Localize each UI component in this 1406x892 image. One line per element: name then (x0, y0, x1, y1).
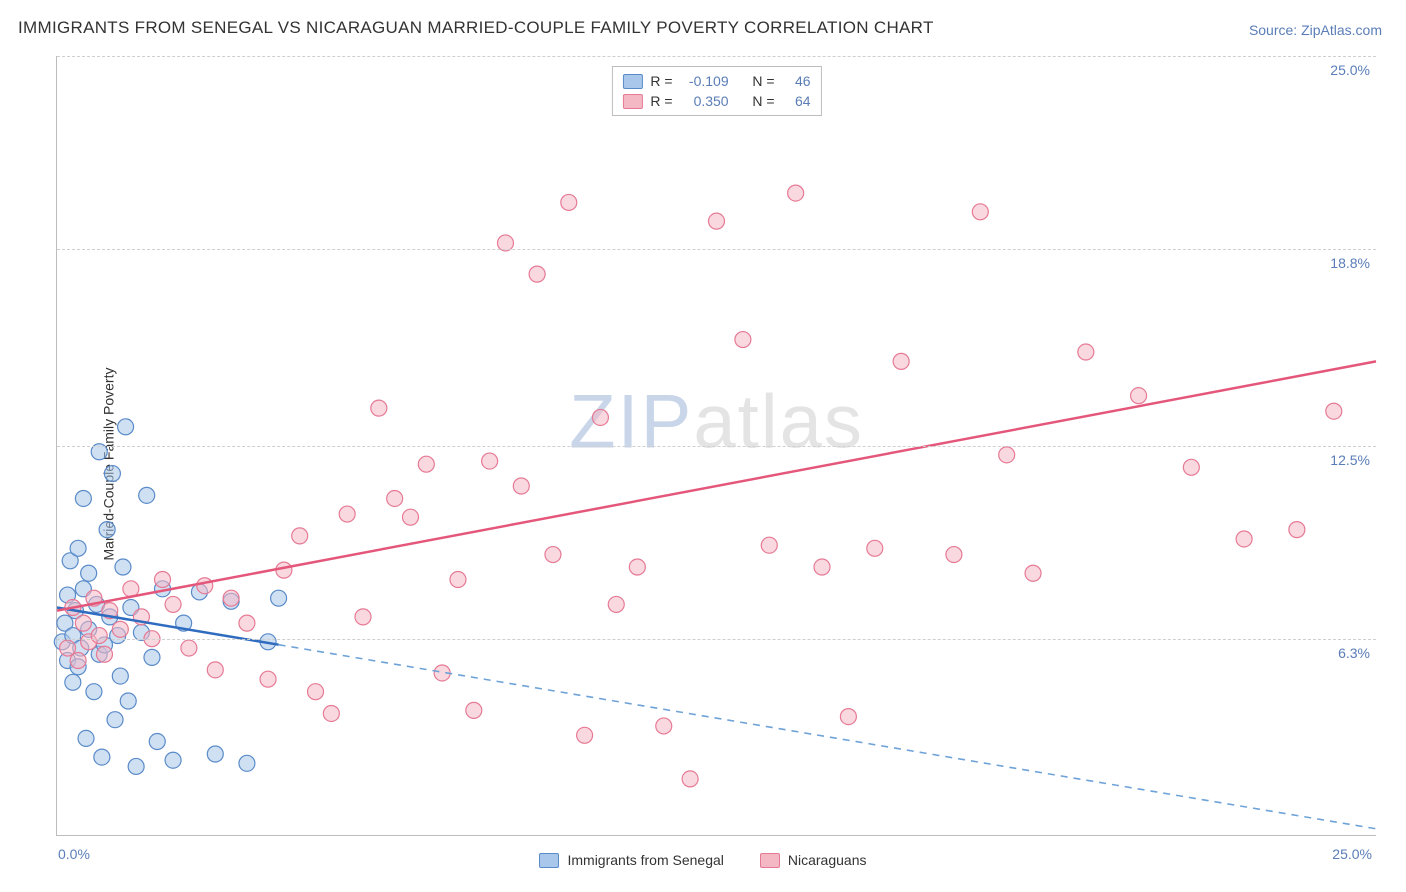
legend-label: Immigrants from Senegal (567, 852, 723, 868)
legend-swatch (539, 853, 559, 868)
y-tick-label: 12.5% (1330, 452, 1370, 468)
y-tick-label: 18.8% (1330, 255, 1370, 271)
legend-swatch (622, 94, 642, 109)
y-tick-label: 25.0% (1330, 62, 1370, 78)
source-attribution: Source: ZipAtlas.com (1249, 22, 1382, 38)
plot-area: ZIPatlas R =-0.109 N =46R =0.350 N =64 6… (56, 56, 1376, 836)
legend-item: Immigrants from Senegal (539, 852, 723, 868)
legend-row: R =0.350 N =64 (622, 91, 810, 111)
y-tick-label: 6.3% (1338, 645, 1370, 661)
correlation-legend: R =-0.109 N =46R =0.350 N =64 (611, 66, 821, 116)
legend-item: Nicaraguans (760, 852, 867, 868)
gridline (57, 56, 1376, 57)
gridline (57, 639, 1376, 640)
series-legend: Immigrants from Senegal Nicaraguans (0, 852, 1406, 868)
legend-swatch (622, 74, 642, 89)
legend-swatch (760, 853, 780, 868)
page-title: IMMIGRANTS FROM SENEGAL VS NICARAGUAN MA… (18, 18, 934, 38)
legend-row: R =-0.109 N =46 (622, 71, 810, 91)
legend-label: Nicaraguans (788, 852, 867, 868)
gridline (57, 249, 1376, 250)
correlation-chart: Married-Couple Family Poverty ZIPatlas R… (0, 48, 1406, 880)
gridline (57, 446, 1376, 447)
